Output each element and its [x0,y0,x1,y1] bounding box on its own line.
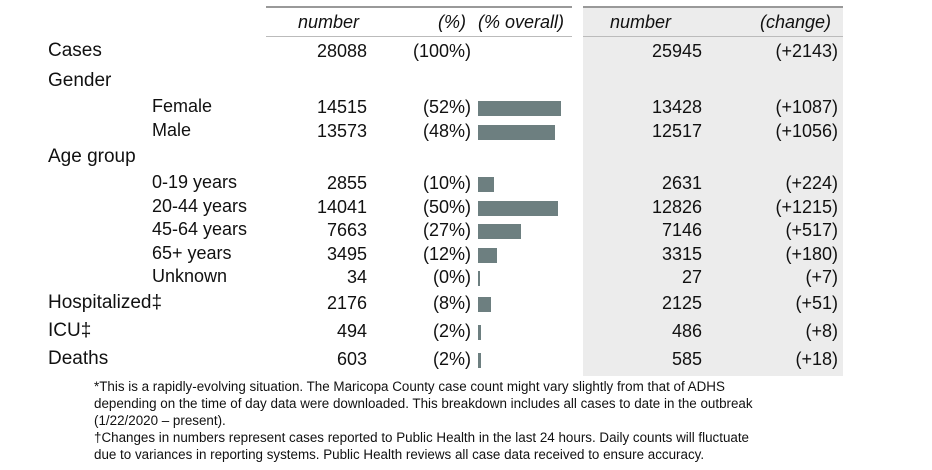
cell-change: (+8) [805,321,838,341]
cell-pct: (2%) [432,349,471,369]
header-change: (change) [760,12,832,32]
cell-pct: (0%) [432,267,471,287]
cell-change: (+51) [795,293,838,313]
cell-number: 603 [336,349,367,369]
cell-prev-number: 585 [671,349,702,369]
cell-change: (+18) [795,349,838,369]
row-label: 20-44 years [152,196,248,216]
cell-change: (+517) [785,220,838,240]
cell-change: (+180) [785,244,838,264]
footnote-line-1: *This is a rapidly-evolving situation. T… [94,379,725,394]
header-rule-right [583,6,843,8]
header-underline-left [266,36,572,37]
row-label: Female [152,96,213,116]
cell-number: 7663 [326,220,367,240]
row-label: 45-64 years [152,219,248,239]
cell-prev-number: 25945 [651,41,702,61]
row-label: 65+ years [152,243,232,263]
cell-prev-number: 2631 [661,173,702,193]
pct-overall-bar [478,177,494,192]
pct-overall-bar [478,248,497,263]
cell-prev-number: 12517 [651,121,702,141]
cell-prev-number: 486 [671,321,702,341]
cell-pct: (100%) [412,41,471,61]
row-label: Deaths [48,348,109,369]
cell-change: (+1087) [775,97,838,117]
cell-number: 2855 [326,173,367,193]
pct-overall-bar [478,125,555,140]
pct-overall-bar [478,224,521,239]
row-label: Unknown [152,266,228,286]
cell-prev-number: 7146 [661,220,702,240]
previous-period-panel [583,6,843,376]
row-label: 0-19 years [152,172,238,192]
pct-overall-bar [478,201,558,216]
footnote-line-2: depending on the time of day data were d… [94,396,753,411]
header-number-left: number [298,12,360,32]
cell-pct: (27%) [422,220,471,240]
cell-number: 2176 [326,293,367,313]
cell-number: 28088 [316,41,367,61]
cell-prev-number: 12826 [651,197,702,217]
footnote-line-5: due to variances in reporting systems. P… [94,447,705,462]
cell-number: 494 [336,321,367,341]
cell-pct: (48%) [422,121,471,141]
cell-pct: (12%) [422,244,471,264]
row-label: ICU‡ [48,320,92,341]
cell-change: (+7) [805,267,838,287]
row-label: Age group [48,146,136,167]
cell-change: (+1215) [775,197,838,217]
cell-pct: (50%) [422,197,471,217]
cell-prev-number: 3315 [661,244,702,264]
cell-change: (+1056) [775,121,838,141]
row-label: Hospitalized‡ [48,292,163,313]
cell-number: 3495 [326,244,367,264]
pct-overall-bar [478,297,491,312]
cell-pct: (52%) [422,97,471,117]
cell-number: 34 [346,267,367,287]
pct-overall-bar [478,353,481,368]
cell-change: (+224) [785,173,838,193]
cell-pct: (10%) [422,173,471,193]
pct-overall-bar [478,271,480,286]
header-pct: (%) [438,12,466,32]
cell-number: 14041 [316,197,367,217]
header-underline-right [583,36,843,37]
cell-change: (+2143) [775,41,838,61]
header-rule-left [266,6,572,8]
cell-pct: (8%) [432,293,471,313]
row-label: Gender [48,70,112,91]
pct-overall-bar [478,101,561,116]
footnote-line-4: †Changes in numbers represent cases repo… [94,430,750,445]
footnote-line-3: (1/22/2020 – present). [94,413,226,428]
cell-prev-number: 2125 [661,293,702,313]
row-label: Male [152,120,192,140]
cell-prev-number: 13428 [651,97,702,117]
cell-number: 14515 [316,97,367,117]
cell-number: 13573 [316,121,367,141]
header-pct-overall: (% overall) [478,12,565,32]
pct-overall-bar [478,325,481,340]
cell-pct: (2%) [432,321,471,341]
row-label: Cases [48,40,102,61]
header-number-right: number [610,12,672,32]
cell-prev-number: 27 [681,267,702,287]
